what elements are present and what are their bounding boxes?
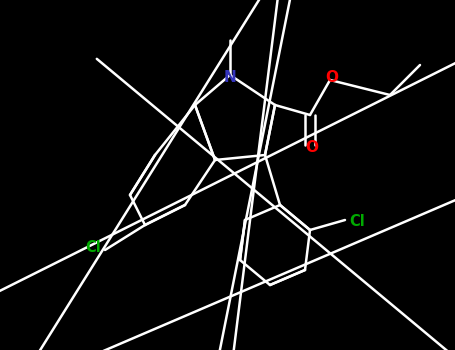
Text: N: N (223, 70, 237, 85)
Text: Cl: Cl (85, 240, 101, 256)
Text: Cl: Cl (349, 215, 365, 230)
Text: O: O (325, 70, 339, 85)
Text: O: O (305, 140, 318, 154)
